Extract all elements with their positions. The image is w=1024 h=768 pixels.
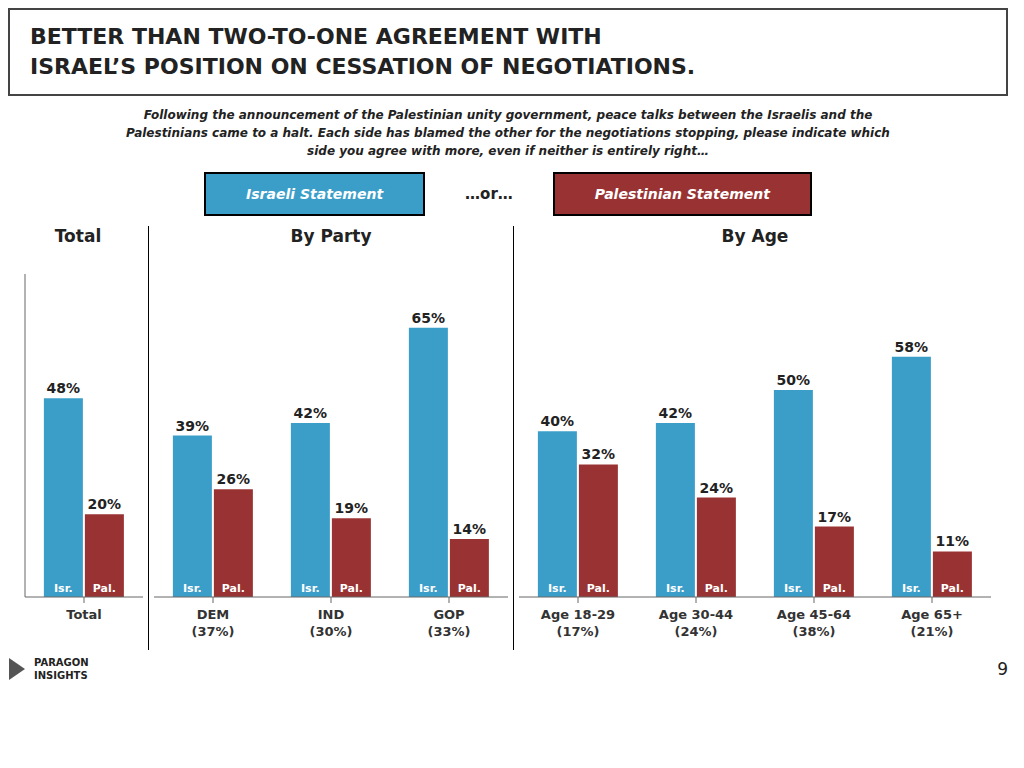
svg-text:58%: 58% [895, 339, 929, 355]
svg-text:14%: 14% [453, 521, 487, 537]
svg-text:Pal.: Pal. [705, 582, 728, 595]
svg-text:Isr.: Isr. [666, 582, 685, 595]
svg-text:32%: 32% [582, 446, 616, 462]
svg-text:40%: 40% [541, 413, 575, 429]
html-text:Palestinians came to a halt. E: Palestinians came to a halt. Each side h… [126, 126, 890, 140]
html-text:Following the announcement of: Following the announcement of the Palest… [143, 108, 873, 122]
html-text:Israeli Statement: Israeli Statement [246, 186, 384, 202]
html-text:ISRAEL’S POSITION ON CESSATION: ISRAEL’S POSITION ON CESSATION OF NEGOTI… [30, 54, 696, 79]
svg-text:Isr.: Isr. [548, 582, 567, 595]
html-text:9: 9 [997, 659, 1008, 679]
html-text:INSIGHTS: INSIGHTS [34, 670, 88, 681]
svg-text:Pal.: Pal. [823, 582, 846, 595]
html-text:Palestinian Statement: Palestinian Statement [594, 186, 770, 202]
svg-text:Isr.: Isr. [419, 582, 438, 595]
html-text:By Age: By Age [721, 226, 789, 246]
svg-text:48%: 48% [47, 380, 81, 396]
svg-text:Isr.: Isr. [301, 582, 320, 595]
svg-text:Pal.: Pal. [587, 582, 610, 595]
html-text:BETTER THAN TWO-TO-ONE AGREEME: BETTER THAN TWO-TO-ONE AGREEMENT WITH [30, 24, 602, 49]
svg-text:11%: 11% [936, 533, 970, 549]
svg-text:Pal.: Pal. [222, 582, 245, 595]
html-text:side you agree with more, even: side you agree with more, even if neithe… [307, 144, 709, 158]
svg-text:65%: 65% [412, 310, 446, 326]
svg-text:Age 30-44(24%): Age 30-44(24%) [659, 607, 733, 639]
svg-text:Isr.: Isr. [183, 582, 202, 595]
svg-text:Age 45-64(38%): Age 45-64(38%) [777, 607, 851, 639]
svg-text:Age 65+(21%): Age 65+(21%) [901, 607, 963, 639]
svg-text:Pal.: Pal. [458, 582, 481, 595]
svg-text:DEM(37%): DEM(37%) [192, 607, 235, 639]
svg-text:Pal.: Pal. [340, 582, 363, 595]
svg-text:42%: 42% [294, 405, 328, 421]
svg-text:Isr.: Isr. [902, 582, 921, 595]
svg-text:17%: 17% [818, 509, 852, 525]
svg-text:26%: 26% [217, 471, 251, 487]
svg-text:42%: 42% [659, 405, 693, 421]
svg-text:Pal.: Pal. [93, 582, 116, 595]
svg-text:Isr.: Isr. [54, 582, 73, 595]
html-text:PARAGON: PARAGON [34, 657, 89, 668]
svg-text:IND(30%): IND(30%) [310, 607, 353, 639]
svg-text:24%: 24% [700, 480, 734, 496]
svg-text:Pal.: Pal. [941, 582, 964, 595]
svg-text:39%: 39% [176, 418, 210, 434]
svg-text:20%: 20% [88, 496, 122, 512]
svg-text:GOP(33%): GOP(33%) [428, 607, 471, 639]
svg-text:Total: Total [66, 607, 102, 622]
html-text:Total: Total [54, 226, 102, 246]
svg-text:Isr.: Isr. [784, 582, 803, 595]
svg-text:19%: 19% [335, 500, 369, 516]
svg-text:50%: 50% [777, 372, 811, 388]
svg-text:Age 18-29(17%): Age 18-29(17%) [541, 607, 615, 639]
html-text:…or…: …or… [465, 185, 513, 203]
html-text:By Party: By Party [290, 226, 372, 246]
